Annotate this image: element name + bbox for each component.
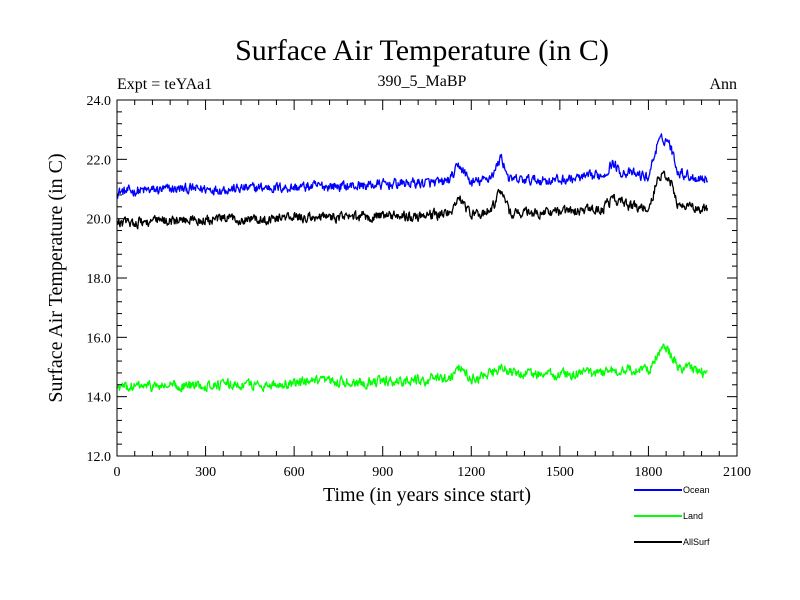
x-axis-label: Time (in years since start) — [323, 484, 531, 506]
series-line-allsurf — [116, 170, 709, 230]
plot-frame — [116, 99, 738, 457]
y-tick-label: 18.0 — [87, 272, 112, 287]
y-tick-label: 24.0 — [87, 94, 112, 109]
experiment-label: Expt = teYAa1 — [117, 76, 212, 93]
y-tick-label: 12.0 — [87, 450, 112, 465]
period-label: Ann — [709, 76, 737, 93]
x-tick-label: 900 — [372, 465, 393, 480]
y-axis-label: Surface Air Temperature (in C) — [45, 153, 67, 402]
legend: Ocean Land AllSurf — [634, 485, 710, 547]
series-layer — [116, 133, 709, 393]
ticks-layer: 0 300 600 900 1200 1500 1800 2100 12.0 14.0 16.0 18… — [87, 94, 752, 480]
x-tick-label: 0 — [114, 465, 121, 480]
x-tick-label: 1500 — [546, 465, 574, 480]
y-tick-label: 16.0 — [87, 331, 112, 346]
x-tick-label: 300 — [195, 465, 216, 480]
series-line-land — [116, 343, 708, 393]
chart-title: Surface Air Temperature (in C) — [235, 34, 609, 67]
legend-label-ocean: Ocean — [683, 485, 710, 495]
y-tick-label: 20.0 — [87, 213, 112, 228]
x-tick-label: 1200 — [457, 465, 485, 480]
x-tick-label: 1800 — [634, 465, 662, 480]
y-tick-label: 14.0 — [87, 391, 112, 406]
series-line-ocean — [116, 133, 709, 199]
legend-label-land: Land — [683, 511, 703, 521]
x-tick-label: 2100 — [723, 465, 751, 480]
chart-subtitle: 390_5_MaBP — [378, 73, 467, 90]
legend-label-allsurf: AllSurf — [683, 537, 710, 547]
x-tick-label: 600 — [284, 465, 305, 480]
y-tick-label: 22.0 — [87, 153, 112, 168]
